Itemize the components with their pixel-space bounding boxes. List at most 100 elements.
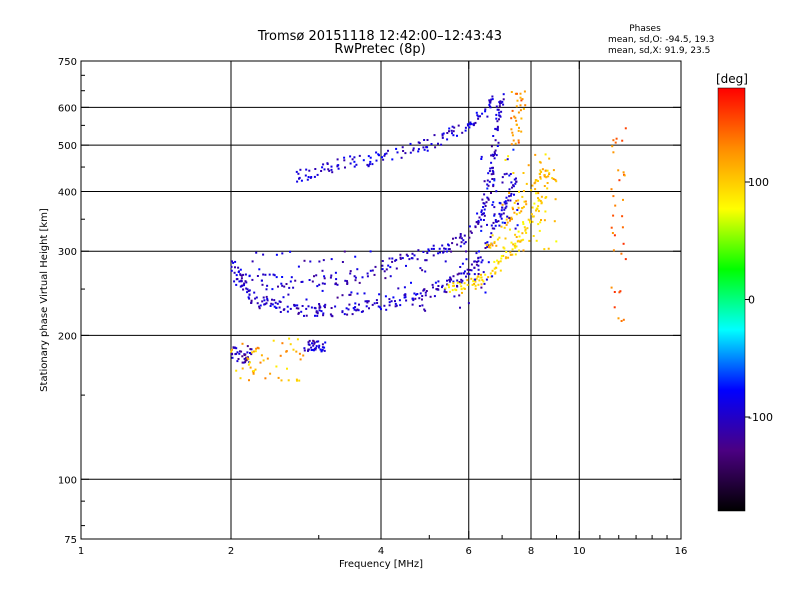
data-point-361 <box>427 248 430 251</box>
data-point-919 <box>236 360 239 363</box>
data-point-933 <box>231 353 234 356</box>
data-point-297 <box>323 277 326 280</box>
data-point-167 <box>421 298 423 301</box>
data-point-904 <box>249 352 251 354</box>
data-point-1017 <box>537 192 540 195</box>
data-point-110 <box>354 306 357 309</box>
data-point-519 <box>362 159 365 162</box>
data-point-1173 <box>520 117 523 120</box>
data-point-533 <box>382 158 385 161</box>
data-point-67 <box>286 305 289 308</box>
data-point-510 <box>336 165 339 168</box>
data-point-1098 <box>248 379 250 382</box>
data-point-437 <box>490 145 493 148</box>
data-point-426 <box>492 171 495 174</box>
data-point-831 <box>474 278 477 281</box>
data-point-1083 <box>295 350 298 353</box>
data-point-1080 <box>262 359 265 362</box>
data-point-727 <box>540 202 543 205</box>
data-point-606 <box>491 95 494 98</box>
data-point-467 <box>502 93 505 96</box>
data-point-724 <box>546 182 549 184</box>
data-point-593 <box>477 115 480 118</box>
data-point-1133 <box>612 151 615 154</box>
data-point-446 <box>491 153 494 156</box>
data-point-642 <box>463 287 466 290</box>
data-point-365 <box>447 248 450 251</box>
y-tick-label-75: 75 <box>64 535 77 546</box>
data-point-214 <box>486 245 489 248</box>
data-point-623 <box>444 287 447 290</box>
data-point-1011 <box>509 194 512 197</box>
data-point-634 <box>466 279 469 282</box>
data-point-732 <box>490 242 493 245</box>
colorbar-ticks: 100 0 -100 <box>745 176 773 424</box>
data-point-552 <box>423 139 426 141</box>
data-point-199 <box>468 273 471 276</box>
data-point-931 <box>246 345 249 348</box>
data-point-564 <box>446 138 449 141</box>
data-point-136 <box>399 304 402 307</box>
data-point-237 <box>486 241 489 244</box>
data-point-121 <box>367 300 370 303</box>
data-point-990 <box>516 202 519 205</box>
data-point-1066 <box>255 347 258 350</box>
data-point-37 <box>262 296 265 299</box>
data-point-1156 <box>520 99 523 102</box>
data-point-459 <box>494 127 497 130</box>
data-point-880 <box>265 295 268 298</box>
data-point-1087 <box>231 348 233 351</box>
data-point-160 <box>423 288 426 291</box>
data-point-174 <box>449 277 452 280</box>
data-point-814 <box>389 275 392 278</box>
data-point-135 <box>394 300 396 303</box>
data-point-902 <box>243 357 246 360</box>
data-point-576 <box>464 126 467 129</box>
data-point-751 <box>517 206 520 209</box>
data-point-323 <box>387 264 390 267</box>
data-point-25 <box>247 296 250 299</box>
data-point-894 <box>369 250 372 253</box>
data-point-935 <box>234 346 237 349</box>
data-point-502 <box>316 173 319 176</box>
data-point-588 <box>476 114 479 117</box>
data-point-1118 <box>610 286 613 289</box>
data-point-983 <box>480 225 483 228</box>
data-point-504 <box>336 158 339 161</box>
data-point-688 <box>524 228 527 231</box>
data-point-318 <box>346 280 348 283</box>
data-point-915 <box>245 357 248 360</box>
data-point-992 <box>490 154 493 157</box>
data-point-201 <box>473 266 476 269</box>
data-point-847 <box>421 269 424 272</box>
data-point-163 <box>424 294 427 297</box>
data-point-62 <box>293 303 296 306</box>
data-point-897 <box>384 295 387 298</box>
data-point-792 <box>548 172 551 175</box>
data-point-695 <box>523 226 526 229</box>
data-point-836 <box>369 269 372 272</box>
data-point-744 <box>511 206 514 209</box>
data-point-400 <box>477 221 480 224</box>
data-point-496 <box>323 168 326 171</box>
data-point-819 <box>348 293 351 296</box>
data-point-934 <box>250 353 253 356</box>
data-point-784 <box>547 175 550 178</box>
data-point-862 <box>482 271 485 274</box>
x-tick-label-4: 4 <box>378 546 384 557</box>
data-point-705 <box>535 209 537 212</box>
data-point-380 <box>468 236 471 239</box>
data-point-419 <box>482 206 485 208</box>
data-point-57 <box>300 310 303 313</box>
data-point-920 <box>232 346 235 349</box>
data-point-976 <box>512 148 515 151</box>
data-point-652 <box>489 272 492 275</box>
data-point-1053 <box>543 248 546 251</box>
data-point-999 <box>498 201 501 204</box>
data-point-883 <box>343 250 346 253</box>
data-point-900 <box>250 299 253 302</box>
data-point-100 <box>351 313 354 316</box>
data-point-235 <box>494 219 497 221</box>
data-point-499 <box>314 168 317 170</box>
data-point-471 <box>500 101 503 104</box>
